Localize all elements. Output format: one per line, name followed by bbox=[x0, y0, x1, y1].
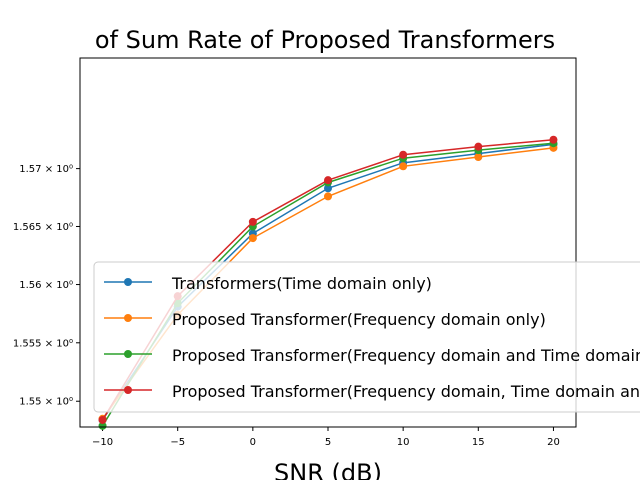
y-tick-label: 1.56 × 10⁰ bbox=[19, 280, 73, 291]
chart-title: of Sum Rate of Proposed Transformers bbox=[95, 26, 555, 54]
x-tick-label: −10 bbox=[92, 437, 113, 448]
legend-swatch-marker bbox=[124, 314, 132, 322]
legend: Transformers(Time domain only) Proposed T… bbox=[93, 261, 640, 413]
y-axis: 1.55 × 10⁰ 1.555 × 10⁰ 1.56 × 10⁰ 1.565 × 1… bbox=[13, 164, 80, 408]
plot-frame bbox=[79, 57, 577, 428]
data-point bbox=[324, 176, 332, 185]
y-tick-label: 1.555 × 10⁰ bbox=[13, 338, 73, 349]
data-point bbox=[474, 142, 483, 151]
legend-label: Transformers(Time domain only) bbox=[171, 274, 432, 293]
x-tick-label: 5 bbox=[325, 437, 331, 448]
data-point bbox=[399, 162, 408, 171]
data-point bbox=[474, 153, 483, 162]
x-axis: −10 −5 0 5 10 15 20 bbox=[92, 427, 560, 448]
legend-box bbox=[93, 261, 640, 413]
legend-swatch-marker bbox=[124, 350, 132, 358]
y-tick-label: 1.55 × 10⁰ bbox=[19, 397, 73, 408]
data-point bbox=[324, 184, 332, 193]
data-point bbox=[98, 421, 107, 430]
x-tick-label: 15 bbox=[472, 437, 485, 448]
legend-label: Proposed Transformer(Frequency domain an… bbox=[172, 346, 640, 365]
data-point bbox=[248, 234, 257, 243]
data-point bbox=[98, 415, 107, 424]
data-point bbox=[399, 150, 408, 159]
x-tick-label: −5 bbox=[170, 437, 185, 448]
x-tick-label: 0 bbox=[250, 437, 256, 448]
x-tick-label: 20 bbox=[547, 437, 560, 448]
y-tick-label: 1.57 × 10⁰ bbox=[19, 164, 73, 175]
legend-label: Proposed Transformer(Frequency domain on… bbox=[172, 310, 546, 329]
legend-swatch-marker bbox=[124, 386, 132, 394]
x-tick-label: 10 bbox=[397, 437, 410, 448]
data-point bbox=[549, 135, 558, 144]
data-point bbox=[324, 192, 332, 201]
y-tick-label: 1.565 × 10⁰ bbox=[13, 222, 73, 233]
legend-label: Proposed Transformer(Frequency domain, T… bbox=[172, 382, 640, 401]
x-axis-label: SNR (dB) bbox=[274, 459, 382, 480]
legend-swatch-marker bbox=[124, 278, 132, 286]
data-point bbox=[248, 217, 257, 226]
